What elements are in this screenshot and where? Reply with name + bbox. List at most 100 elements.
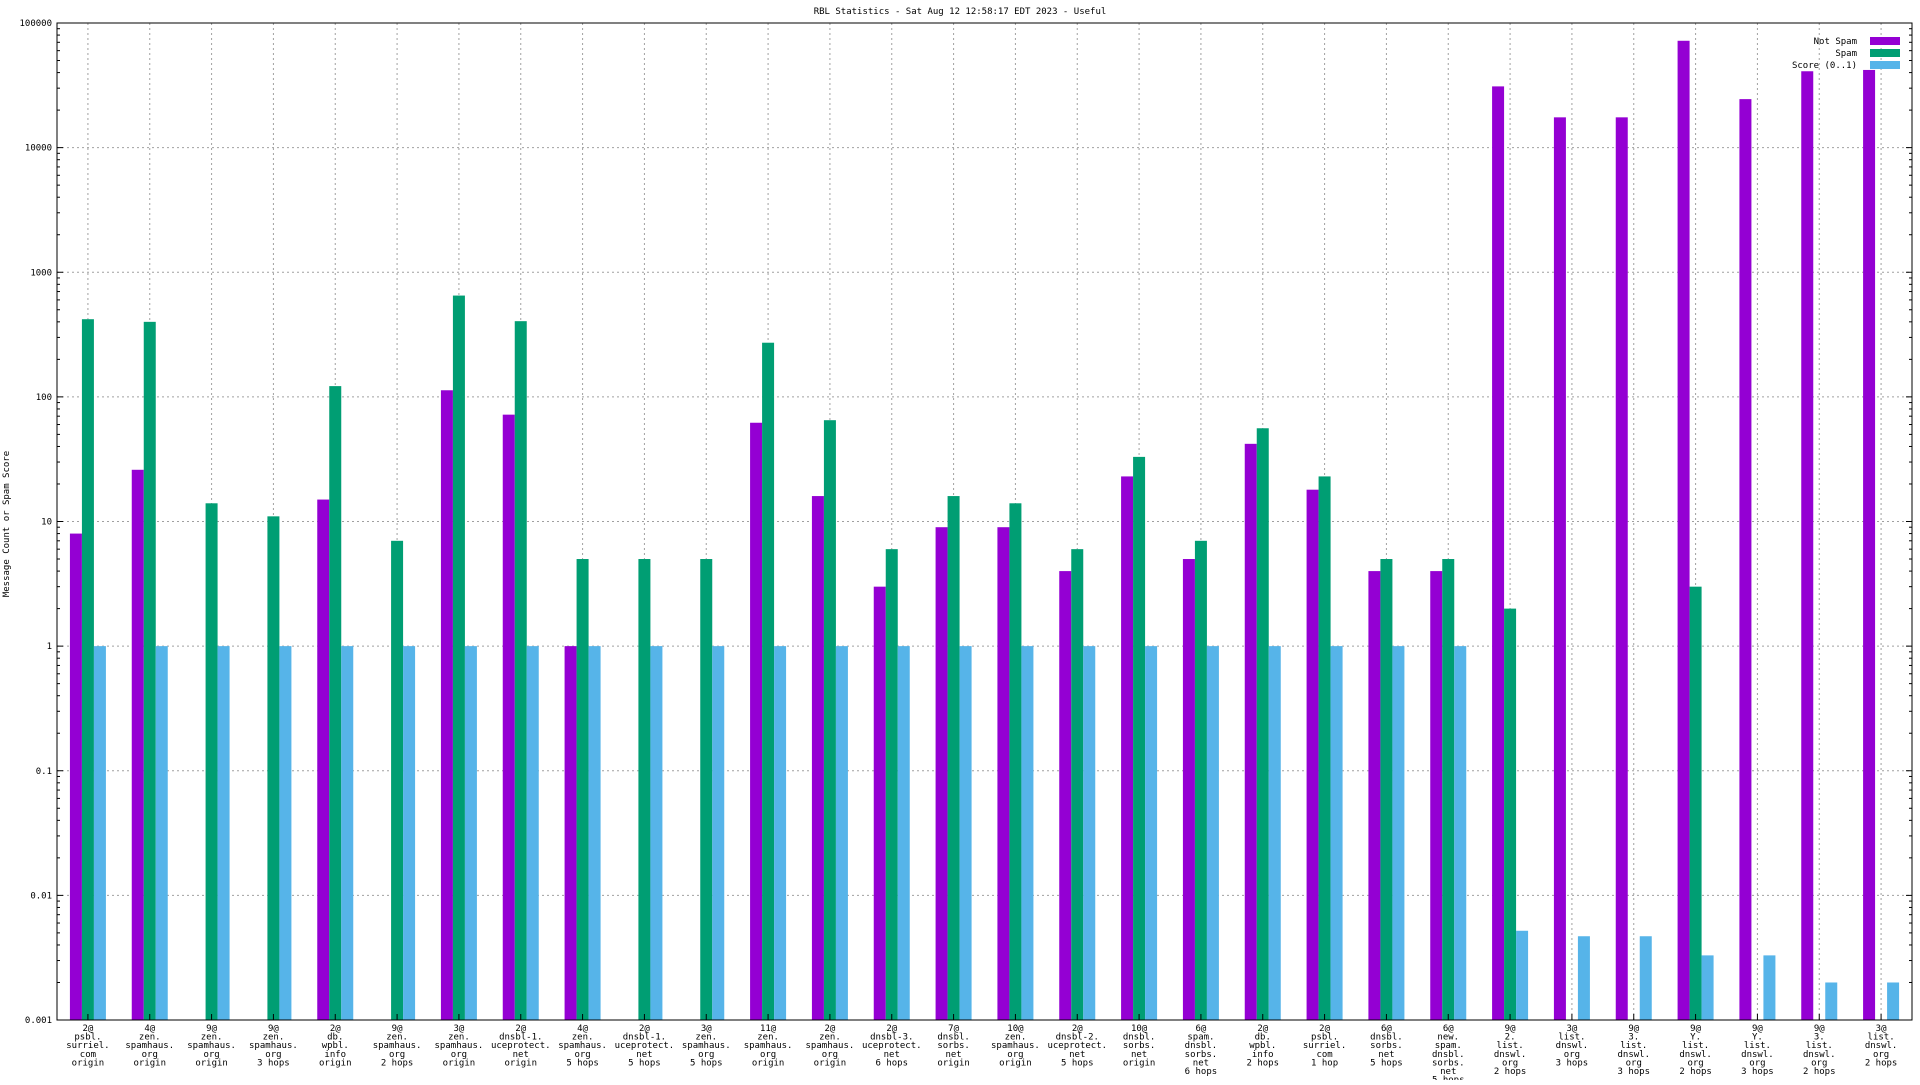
bar-score-0-1 bbox=[712, 646, 725, 1020]
x-tick-label-line: zen. bbox=[448, 1033, 470, 1043]
x-tick-label: 9@ zen. spamhaus. org origin bbox=[187, 1024, 236, 1068]
bar-not-spam bbox=[1492, 86, 1505, 1021]
y-tick-label: 100000 bbox=[19, 19, 52, 29]
x-tick-label-line: 2 hops bbox=[1494, 1067, 1527, 1077]
x-tick-label: 2@ dnsbl-2. uceprotect. net 5 hops bbox=[1047, 1024, 1107, 1068]
bar-not-spam bbox=[1368, 571, 1381, 1020]
bar-spam bbox=[1689, 586, 1702, 1020]
bar-spam bbox=[700, 559, 713, 1020]
bar-not-spam bbox=[1553, 117, 1566, 1021]
bar-not-spam bbox=[811, 496, 824, 1021]
bar-spam bbox=[329, 386, 342, 1020]
x-tick-label-line: info bbox=[1252, 1050, 1274, 1060]
x-tick-label-line: 2 hops bbox=[1865, 1058, 1898, 1068]
x-tick-label-line: 2@ bbox=[886, 1024, 897, 1034]
x-tick-label-line: uceprotect. bbox=[862, 1041, 922, 1051]
bar-score-0-1 bbox=[588, 646, 601, 1020]
x-tick-label-line: org bbox=[142, 1050, 158, 1060]
x-tick-label-line: org bbox=[574, 1050, 590, 1060]
x-tick-label-line: zen. bbox=[572, 1033, 594, 1043]
x-tick-label-line: 2. bbox=[1505, 1033, 1516, 1043]
x-tick-label: 9@ Y. list. dnswl. org 3 hops bbox=[1741, 1024, 1774, 1077]
x-tick-label: 2@ dnsbl-3. uceprotect. net 6 hops bbox=[862, 1024, 922, 1068]
x-tick-label: 4@ zen. spamhaus. org origin bbox=[125, 1024, 174, 1068]
bar-spam bbox=[205, 503, 218, 1020]
x-tick-label-line: 6@ bbox=[1443, 1024, 1454, 1034]
x-tick-label-line: 6 hops bbox=[1185, 1067, 1218, 1077]
x-tick-label-line: list. bbox=[1497, 1041, 1524, 1051]
x-tick-label-line: 3 hops bbox=[1617, 1067, 1650, 1077]
x-tick-label-line: net bbox=[1440, 1067, 1456, 1077]
legend-label: Spam bbox=[1835, 49, 1857, 59]
x-tick-label-line: 3. bbox=[1628, 1033, 1639, 1043]
x-tick-label-line: org bbox=[1687, 1058, 1703, 1068]
x-tick-label-line: org bbox=[1564, 1050, 1580, 1060]
x-tick-label: 3@ list. dnswl. org 2 hops bbox=[1865, 1024, 1898, 1068]
x-tick-label-line: 4@ bbox=[577, 1024, 588, 1034]
legend: Not Spam Spam Score (0..1) bbox=[1792, 37, 1900, 71]
x-tick-label: 9@ zen. spamhaus. org 2 hops bbox=[373, 1024, 422, 1068]
x-tick-label-line: origin bbox=[195, 1058, 228, 1068]
x-tick-label-line: 2@ bbox=[82, 1024, 93, 1034]
x-tick-label-line: wpbl. bbox=[1249, 1041, 1276, 1051]
x-tick-label-line: 2 hops bbox=[381, 1058, 414, 1068]
x-tick-label-line: dnsbl. bbox=[1185, 1041, 1218, 1051]
x-tick-label-line: spamhaus. bbox=[744, 1041, 793, 1051]
x-tick-label-line: list. bbox=[1558, 1033, 1585, 1043]
x-tick-label-line: dnsbl. bbox=[937, 1033, 970, 1043]
bar-not-spam bbox=[1739, 99, 1752, 1020]
bar-not-spam bbox=[1244, 443, 1257, 1021]
x-tick-label: 9@ zen. spamhaus. org 3 hops bbox=[249, 1024, 298, 1068]
x-tick-label-line: dnsbl-2. bbox=[1056, 1033, 1099, 1043]
x-tick-label-line: zen. bbox=[263, 1033, 285, 1043]
x-tick-label-line: spamhaus. bbox=[991, 1041, 1040, 1051]
y-tick-label: 10000 bbox=[25, 144, 52, 154]
x-tick-label-line: org bbox=[760, 1050, 776, 1060]
x-tick-label-line: org bbox=[203, 1050, 219, 1060]
bar-score-0-1 bbox=[1206, 646, 1219, 1020]
x-tick-label: 9@ 2. list. dnswl. org 2 hops bbox=[1494, 1024, 1527, 1077]
x-tick-label-line: org bbox=[1502, 1058, 1518, 1068]
x-tick-label-line: db. bbox=[327, 1033, 343, 1043]
bar-not-spam bbox=[750, 422, 763, 1021]
x-tick-label-line: spamhaus. bbox=[558, 1041, 607, 1051]
x-tick-label-line: 5 hops bbox=[1432, 1076, 1465, 1080]
x-tick-label-line: origin bbox=[752, 1058, 785, 1068]
x-tick-label-line: com bbox=[1316, 1050, 1332, 1060]
x-tick-label-line: spamhaus. bbox=[125, 1041, 174, 1051]
x-tick-label-line: 3 hops bbox=[257, 1058, 290, 1068]
legend-swatch bbox=[1870, 37, 1900, 45]
x-tick-label-line: 2@ bbox=[515, 1024, 526, 1034]
x-tick-label-line: spamhaus. bbox=[806, 1041, 855, 1051]
bar-score-0-1 bbox=[1330, 646, 1343, 1020]
bar-spam bbox=[143, 321, 156, 1020]
x-tick-label: 3@ list. dnswl. org 3 hops bbox=[1556, 1024, 1589, 1068]
y-tick-label: 0.1 bbox=[36, 767, 52, 777]
bar-score-0-1 bbox=[650, 646, 663, 1020]
bar-spam bbox=[391, 540, 404, 1020]
x-tick-label-line: origin bbox=[133, 1058, 166, 1068]
bar-score-0-1 bbox=[279, 646, 292, 1020]
x-tick-label-line: 9@ bbox=[1628, 1024, 1639, 1034]
bar-not-spam bbox=[1306, 489, 1319, 1021]
x-tick-label-line: org bbox=[1626, 1058, 1642, 1068]
x-tick-label-line: dnswl. bbox=[1865, 1041, 1898, 1051]
x-tick-label-line: net bbox=[1131, 1050, 1147, 1060]
x-tick-label-line: spam. bbox=[1435, 1041, 1462, 1051]
x-tick-label-line: 3 hops bbox=[1556, 1058, 1589, 1068]
x-tick-label-line: 9@ bbox=[392, 1024, 403, 1034]
y-tick-label: 100 bbox=[36, 393, 52, 403]
x-tick-label-line: org bbox=[451, 1050, 467, 1060]
bar-score-0-1 bbox=[341, 646, 354, 1020]
bar-score-0-1 bbox=[1763, 955, 1776, 1020]
x-tick-label-line: Y. bbox=[1690, 1033, 1701, 1043]
x-tick-label: 7@ dnsbl. sorbs. net origin bbox=[937, 1024, 970, 1068]
x-tick-label-line: dnsbl-1. bbox=[499, 1033, 542, 1043]
x-tick-label-line: origin bbox=[443, 1058, 476, 1068]
x-tick-label-line: zen. bbox=[1005, 1033, 1027, 1043]
x-tick-label-line: net bbox=[884, 1050, 900, 1060]
x-tick-label-line: 3@ bbox=[701, 1024, 712, 1034]
x-tick-label-line: sorbs. bbox=[1432, 1058, 1465, 1068]
